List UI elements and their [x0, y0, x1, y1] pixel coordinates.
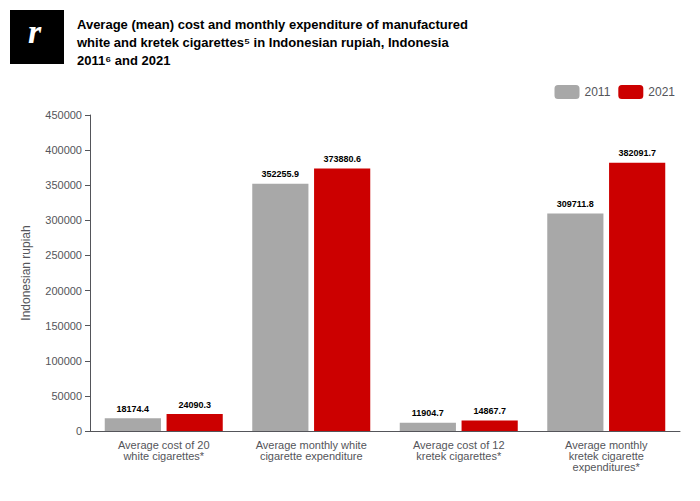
svg-text:450000: 450000 [45, 109, 82, 121]
svg-text:kretek cigarettes*: kretek cigarettes* [416, 450, 502, 462]
svg-text:Indonesian rupiah: Indonesian rupiah [19, 225, 33, 320]
svg-text:white cigarettes*: white cigarettes* [122, 450, 204, 462]
svg-text:50000: 50000 [51, 390, 82, 402]
svg-text:382091.7: 382091.7 [618, 148, 656, 158]
svg-text:Average cost of 12: Average cost of 12 [413, 438, 505, 451]
svg-text:24090.3: 24090.3 [178, 400, 211, 410]
svg-text:2011: 2011 [585, 85, 611, 99]
svg-text:350000: 350000 [45, 179, 82, 191]
svg-text:373880.6: 373880.6 [323, 154, 361, 164]
svg-text:Average monthly: Average monthly [565, 438, 648, 451]
svg-text:white and kretek cigarettes⁵ i: white and kretek cigarettes⁵ in Indonesi… [76, 35, 449, 50]
svg-text:200000: 200000 [45, 285, 82, 297]
svg-text:300000: 300000 [45, 214, 82, 226]
svg-text:Average (mean) cost and monthl: Average (mean) cost and monthly expendit… [77, 17, 468, 32]
svg-text:100000: 100000 [45, 355, 82, 367]
svg-text:352255.9: 352255.9 [262, 169, 300, 179]
svg-text:Average cost of 20: Average cost of 20 [118, 438, 210, 451]
svg-text:r: r [28, 13, 42, 50]
svg-text:2011⁶ and 2021: 2011⁶ and 2021 [77, 53, 170, 68]
svg-text:11904.7: 11904.7 [412, 408, 444, 418]
svg-text:18174.4: 18174.4 [117, 404, 150, 414]
svg-text:Average monthly white: Average monthly white [255, 438, 367, 451]
svg-text:309711.8: 309711.8 [557, 199, 594, 209]
svg-text:250000: 250000 [45, 249, 82, 261]
svg-text:kretek cigarette: kretek cigarette [568, 449, 644, 462]
svg-text:150000: 150000 [45, 320, 82, 332]
svg-text:14867.7: 14867.7 [473, 406, 506, 416]
svg-text:2021: 2021 [648, 85, 675, 99]
svg-text:cigarette expenditure: cigarette expenditure [260, 450, 363, 462]
svg-text:400000: 400000 [45, 144, 82, 156]
svg-text:expenditures*: expenditures* [573, 461, 641, 473]
svg-text:0: 0 [76, 425, 82, 437]
